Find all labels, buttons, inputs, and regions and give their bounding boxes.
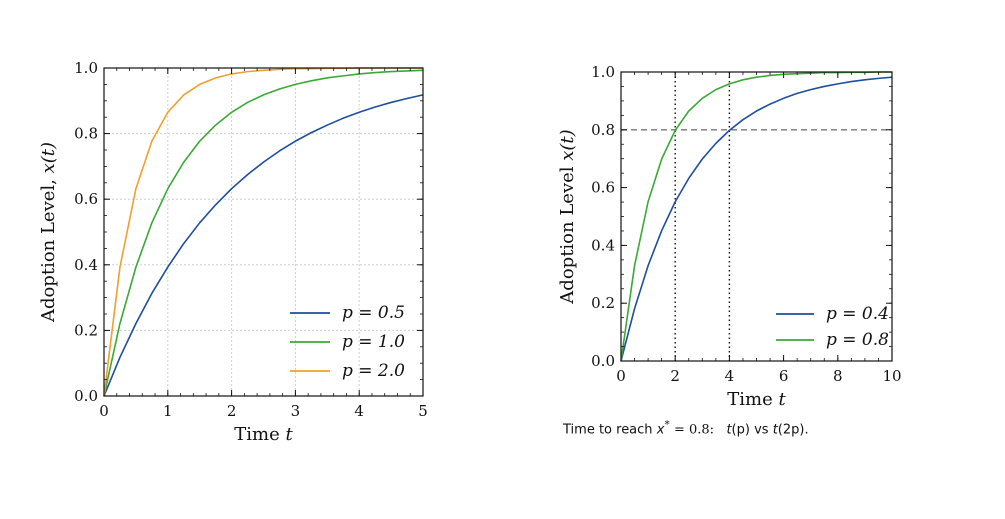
x-tick-label-5: 10 [882,367,901,385]
y-tick-label-3: 0.6 [74,190,98,208]
y-tick-label-1: 0.2 [591,294,615,312]
y-tick-label-2: 0.4 [591,236,615,254]
x-tick-label-2: 2 [227,402,237,420]
y-tick-label-5: 1.0 [74,59,98,77]
y-tick-label-1: 0.2 [74,321,98,339]
y-axis-label: Adoption Level x(t) [557,129,578,304]
series-line-0 [620,76,893,362]
y-tick-label-0: 0.0 [74,387,98,405]
caption-end: . [804,422,809,438]
x-tick-label-1: 2 [670,367,680,385]
y-tick-label-5: 1.0 [591,63,615,81]
left-chart: 0 1 2 3 4 5 0.0 0.2 0.4 0.6 0.8 1.0 Time t Adoption L… [38,59,428,445]
right-chart: 0 2 4 6 8 10 0.0 0.2 0.4 0.6 0.8 1.0 Time t Adoption … [557,63,902,410]
x-tick-label-4: 4 [354,402,364,420]
caption-vs: vs [749,422,773,438]
legend-label-0: p = 0.4 [826,304,889,324]
caption-t2: t [772,422,778,438]
series-line-0 [103,94,424,397]
x-tick-label-1: 1 [163,402,173,420]
caption-var: x [656,422,665,438]
y-tick-label-4: 0.8 [591,121,615,139]
caption-eq: = 0.8: [669,422,715,438]
legend-label-1: p = 0.8 [826,330,889,350]
caption-t1: t [726,422,732,438]
x-tick-label-0: 0 [99,402,109,420]
legend-label-2: p = 2.0 [342,361,405,381]
series-line-1 [103,69,424,397]
figure-caption: Time to reach x* = 0.8: t(p) vs t(2p). [563,418,809,437]
y-tick-label-0: 0.0 [591,352,615,370]
x-tick-label-0: 0 [616,367,626,385]
caption-prefix: Time to reach [563,422,657,438]
x-tick-label-4: 8 [833,367,843,385]
caption-paren2: (2p) [777,422,805,438]
x-tick-label-2: 4 [725,367,735,385]
caption-paren1: (p) [731,422,750,438]
legend-label-1: p = 1.0 [342,332,405,352]
y-tick-label-3: 0.6 [591,179,615,197]
x-axis-label: Time t [234,424,293,445]
legend-label-0: p = 0.5 [342,303,405,323]
caption-star: * [664,418,670,431]
x-tick-label-3: 3 [291,402,301,420]
y-tick-label-2: 0.4 [74,256,98,274]
x-tick-label-5: 5 [418,402,428,420]
y-axis-label: Adoption Level, x(t) [38,142,59,323]
x-axis-label: Time t [727,389,786,410]
y-tick-label-4: 0.8 [74,125,98,143]
x-tick-label-3: 6 [779,367,789,385]
